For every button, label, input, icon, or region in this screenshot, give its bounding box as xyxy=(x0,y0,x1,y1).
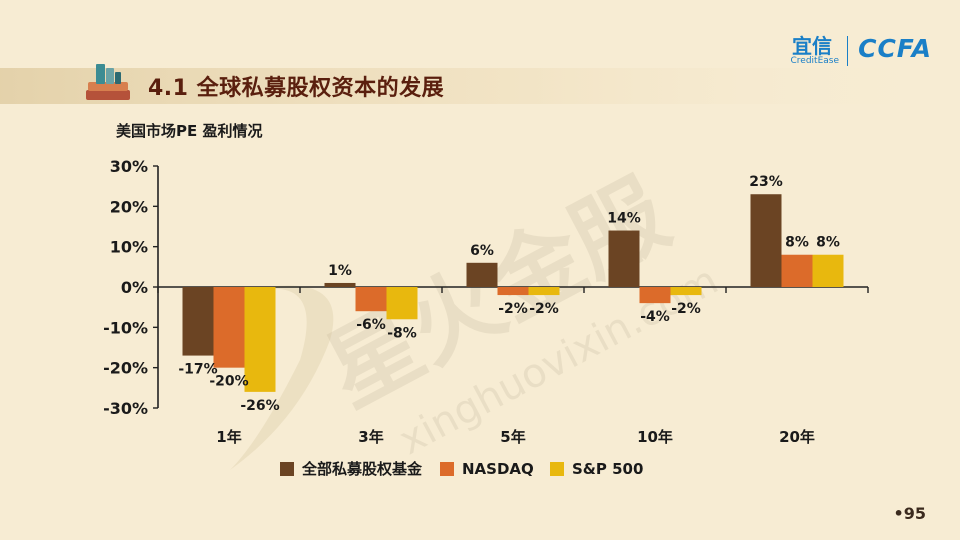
bar xyxy=(670,287,702,296)
data-label: 1% xyxy=(328,263,352,279)
data-label: -2% xyxy=(498,301,528,317)
x-tick-label: 10年 xyxy=(637,428,673,446)
bar xyxy=(466,262,498,287)
bar xyxy=(213,287,245,368)
legend-label: 全部私募股权基金 xyxy=(301,460,423,478)
legend-label: NASDAQ xyxy=(462,460,534,478)
chart-bars xyxy=(182,194,844,392)
brand-divider xyxy=(847,36,848,66)
data-label: -20% xyxy=(209,374,248,390)
y-tick-label: -10% xyxy=(103,318,148,337)
bar xyxy=(781,254,813,287)
y-tick-label: 0% xyxy=(121,278,148,297)
bar xyxy=(812,254,844,287)
x-tick-label: 5年 xyxy=(500,428,525,446)
brand-logo-ccfa: CCFA xyxy=(858,34,932,63)
bar xyxy=(355,287,387,312)
data-label: 8% xyxy=(785,235,809,251)
y-tick-label: 30% xyxy=(110,157,148,176)
chart-title: 美国市场PE 盈利情况 xyxy=(116,122,263,140)
x-tick-label: 20年 xyxy=(779,428,815,446)
data-label: -6% xyxy=(356,317,386,333)
brand-logo-yixin: 宜信 xyxy=(792,34,832,58)
data-label: -2% xyxy=(671,301,701,317)
y-tick-label: -20% xyxy=(103,359,148,378)
data-label: 8% xyxy=(816,235,840,251)
data-label: -26% xyxy=(240,398,279,414)
books-icon xyxy=(86,64,130,100)
data-label: -17% xyxy=(178,362,217,378)
data-label: 14% xyxy=(607,211,641,227)
data-label: 23% xyxy=(749,174,783,190)
bar xyxy=(182,287,214,356)
data-label: 6% xyxy=(470,243,494,259)
slide-title: 4.1 全球私募股权资本的发展 xyxy=(148,76,445,101)
y-tick-label: 20% xyxy=(110,197,148,216)
legend-swatch xyxy=(550,462,564,476)
chart-data-labels: -17%-20%-26%1%-6%-8%6%-2% -2%14%-4%-2%23%… xyxy=(178,174,840,414)
brand-logo-creditease: CreditEase xyxy=(790,56,840,66)
title-bar xyxy=(0,68,960,104)
data-label: -2% xyxy=(529,301,559,317)
data-label: -4% xyxy=(640,309,670,325)
bar xyxy=(324,282,356,287)
legend-label: S&P 500 xyxy=(572,460,643,478)
bar xyxy=(750,194,782,287)
bar xyxy=(528,287,560,296)
y-tick-label: 10% xyxy=(110,238,148,257)
bar xyxy=(244,287,276,392)
data-label: -8% xyxy=(387,325,417,341)
page-number: •95 xyxy=(893,504,927,523)
bar xyxy=(639,287,671,304)
bar xyxy=(497,287,529,296)
legend-swatch xyxy=(280,462,294,476)
bar xyxy=(608,230,640,287)
legend-swatch xyxy=(440,462,454,476)
x-tick-label: 1年 xyxy=(216,428,241,446)
bar xyxy=(386,287,418,320)
x-tick-label: 3年 xyxy=(358,428,383,446)
chart-legend: 全部私募股权基金 NASDAQ S&P 500 xyxy=(280,460,643,478)
y-tick-label: -30% xyxy=(103,399,148,418)
